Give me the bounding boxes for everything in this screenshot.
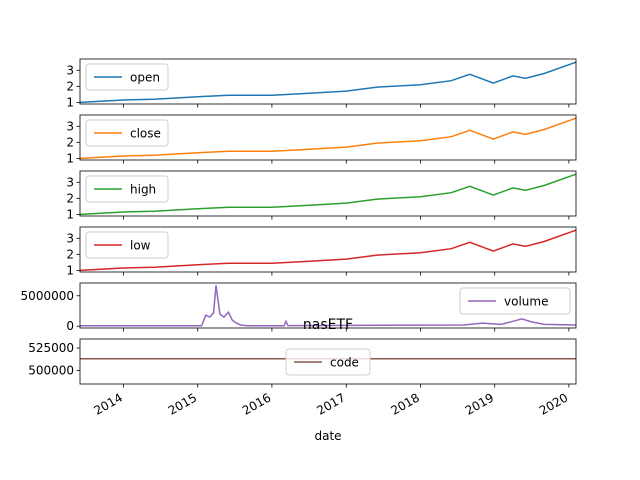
panel-frame-low bbox=[79, 226, 577, 273]
panel-frame-high bbox=[79, 170, 577, 217]
y-tick-label: 1 bbox=[66, 207, 74, 221]
legend-box bbox=[85, 231, 169, 259]
legend-label: close bbox=[130, 127, 161, 141]
x-tick-label: 2015 bbox=[166, 390, 199, 417]
panel-open: 1 2 3 open bbox=[66, 58, 577, 109]
y-tick-label: 2 bbox=[66, 135, 74, 149]
panel-high: 1 2 3 high bbox=[66, 170, 577, 221]
panel-volume: 0 5000000 volume bbox=[21, 282, 577, 333]
y-tick-label: 2 bbox=[66, 79, 74, 93]
figure-title: nasETF bbox=[303, 317, 353, 333]
panel-close: 1 2 3 close bbox=[66, 114, 577, 165]
legend-low: low bbox=[85, 231, 169, 259]
legend-label: volume bbox=[504, 295, 548, 309]
legend-open: open bbox=[85, 63, 169, 91]
y-tick-label: 0 bbox=[66, 319, 74, 333]
x-tick-label: 2018 bbox=[389, 390, 422, 417]
legend-box bbox=[285, 348, 371, 376]
panel-frame-code bbox=[79, 338, 577, 385]
panels-layer: 1 2 3 open 1 2 3 close 1 2 3 high 1 2 3 low 0 5000000 volu… bbox=[21, 58, 577, 388]
x-tick-label: 2014 bbox=[92, 390, 125, 417]
y-tick-label: 1 bbox=[66, 263, 74, 277]
series-line-volume bbox=[80, 285, 577, 327]
panel-low: 1 2 3 low bbox=[66, 226, 577, 277]
series-line-open bbox=[79, 61, 577, 104]
legend-label: open bbox=[130, 71, 160, 85]
panel-frame-close bbox=[79, 114, 577, 161]
panel-frame-volume bbox=[79, 282, 577, 329]
y-tick-label: 1 bbox=[66, 95, 74, 109]
legend-label: code bbox=[330, 356, 359, 370]
y-tick-label: 525000 bbox=[28, 341, 74, 355]
x-tick-label: 2020 bbox=[537, 390, 570, 417]
legend-high: high bbox=[85, 175, 169, 203]
y-tick-label: 3 bbox=[66, 231, 74, 245]
legend-volume: volume bbox=[459, 287, 571, 315]
x-tick-label: 2016 bbox=[240, 390, 273, 417]
x-tick-label: 2017 bbox=[314, 390, 347, 417]
x-axis-label: date bbox=[314, 429, 341, 443]
y-tick-label: 2 bbox=[66, 247, 74, 261]
y-tick-label: 1 bbox=[66, 151, 74, 165]
legend-label: high bbox=[130, 183, 156, 197]
legend-box bbox=[459, 287, 571, 315]
y-tick-label: 500000 bbox=[28, 364, 74, 378]
y-tick-label: 3 bbox=[66, 175, 74, 189]
y-tick-label: 2 bbox=[66, 191, 74, 205]
shared-x-axis: 2014 2015 2016 2017 2018 2019 2020 bbox=[92, 390, 571, 417]
legend-box bbox=[85, 63, 169, 91]
legend-code: code bbox=[285, 348, 371, 376]
panel-code: 500000 525000 code bbox=[28, 338, 577, 388]
panel-frame-open bbox=[79, 58, 577, 105]
y-tick-label: 3 bbox=[66, 119, 74, 133]
legend-label: low bbox=[130, 239, 151, 253]
y-tick-label: 5000000 bbox=[21, 289, 74, 303]
x-tick-label: 2019 bbox=[463, 390, 496, 417]
series-line-high bbox=[79, 173, 577, 216]
legend-close: close bbox=[85, 119, 169, 147]
series-line-low bbox=[79, 229, 577, 272]
legend-box bbox=[85, 119, 169, 147]
legend-box bbox=[85, 175, 169, 203]
series-line-close bbox=[79, 117, 577, 160]
y-tick-label: 3 bbox=[66, 63, 74, 77]
